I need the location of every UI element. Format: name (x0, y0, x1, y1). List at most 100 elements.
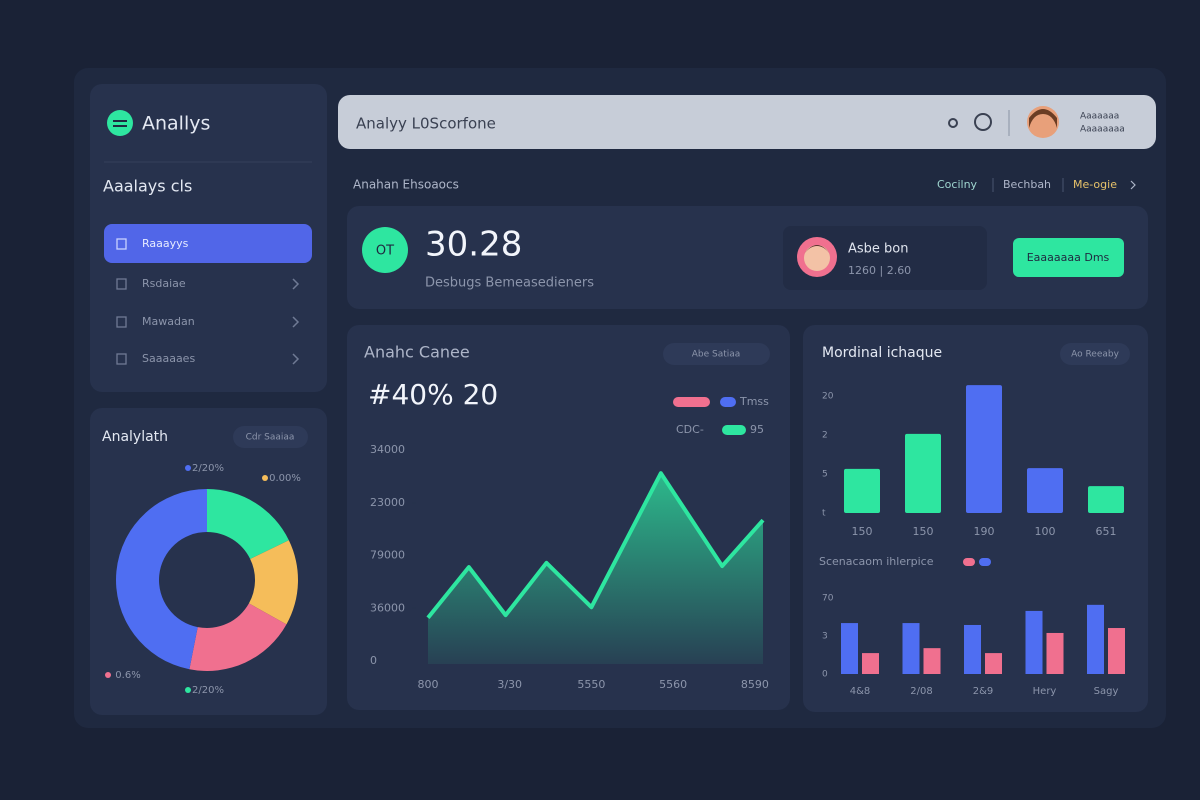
y-tick-label: 34000 (370, 443, 405, 456)
callout-label: 2/20% (192, 463, 224, 474)
nav-icon[interactable] (116, 278, 127, 290)
card-title: Mordinal ichaque (822, 345, 942, 361)
donut-segment (116, 489, 207, 670)
profile-name: Asbe bon (848, 242, 909, 257)
callout-dot (185, 687, 191, 693)
headline: #40% 20 (368, 378, 498, 411)
x-tick-label: Hery (1033, 686, 1057, 697)
page-title: Anahan Ehsoaocs (353, 178, 459, 192)
x-tick-label: 100 (1035, 525, 1056, 538)
y-tick-label: 0 (822, 670, 828, 680)
bar (902, 623, 920, 674)
breadcrumb-link[interactable]: Cocilny (937, 178, 978, 191)
donut-segment (207, 489, 289, 560)
x-tick-label: 190 (974, 525, 995, 538)
bar (841, 623, 858, 674)
bar (1088, 486, 1124, 513)
x-tick-label: 651 (1096, 525, 1117, 538)
profile-hair (804, 245, 830, 254)
filter-pill[interactable] (233, 426, 308, 448)
avatar-hair (1029, 109, 1057, 128)
search-bar[interactable] (338, 95, 1156, 149)
nav-item[interactable]: Rsdaiae (142, 277, 186, 290)
bar (1027, 468, 1063, 513)
legend-label: 95 (750, 423, 764, 436)
x-tick-label: 5550 (577, 678, 605, 691)
kpi-badge (362, 227, 408, 273)
profile-stats: 1260 | 2.60 (848, 264, 911, 277)
bar (844, 468, 880, 513)
user-name: Aaaaaaa (1080, 112, 1119, 122)
filter-label[interactable]: Abe Satiaa (692, 350, 741, 360)
x-tick-label: 5560 (659, 678, 687, 691)
y-tick-label: 0 (370, 654, 377, 667)
chevron[interactable] (292, 353, 300, 365)
callout-label: 0.6% (115, 670, 140, 681)
bar (1046, 632, 1064, 674)
x-tick-label: 150 (913, 525, 934, 538)
nav-item[interactable]: Saaaaaes (142, 352, 195, 365)
search-text[interactable]: Analyy L0Scorfone (356, 115, 496, 133)
callout-dot (185, 465, 191, 471)
nav-icon[interactable] (116, 316, 127, 328)
legend-pill (979, 558, 991, 566)
bar (1087, 604, 1104, 674)
filter-label[interactable]: Cdr Saaiaa (246, 433, 295, 443)
legend-label: Tmss (739, 395, 769, 408)
filter-pill[interactable] (1060, 343, 1130, 365)
chevron[interactable] (1130, 180, 1136, 190)
x-tick-label: 800 (418, 678, 439, 691)
section-title: Aaalays cls (103, 177, 192, 196)
callout-dot (105, 672, 111, 678)
nav-item[interactable]: Raaayys (142, 237, 189, 250)
card-title: Analylath (102, 429, 168, 445)
icon[interactable] (948, 118, 958, 128)
logo-text: Anallys (142, 113, 210, 135)
y-tick-label: 36000 (370, 601, 405, 614)
bar (1025, 610, 1043, 674)
bar (1108, 628, 1125, 674)
profile-face (804, 245, 830, 271)
bar-card (803, 325, 1148, 712)
breadcrumb-link[interactable]: Me-ogie (1073, 178, 1117, 191)
bar (964, 624, 981, 674)
logo-icon (107, 110, 133, 136)
bar (966, 385, 1002, 513)
action-button[interactable] (1013, 238, 1124, 277)
legend-pill (673, 397, 710, 407)
search-icon[interactable] (974, 113, 992, 131)
donut-segment (248, 540, 298, 625)
y-tick-label: 20 (822, 392, 834, 402)
y-tick-label: 2 (822, 431, 828, 441)
button-label[interactable]: Eaaaaaaa Dms (1027, 251, 1110, 264)
chevron[interactable] (292, 278, 300, 290)
nav-icon[interactable] (116, 238, 127, 250)
breadcrumb-link[interactable]: Bechbah (1003, 178, 1051, 191)
x-tick-label: 2&9 (973, 686, 994, 697)
chevron[interactable] (292, 316, 300, 328)
x-tick-label: Sagy (1094, 686, 1119, 697)
callout-dot (262, 475, 268, 481)
callout-label: 2/20% (192, 685, 224, 696)
filter-pill[interactable] (663, 343, 770, 365)
kpi-value: 30.28 (425, 225, 522, 265)
card-title: Anahc Canee (364, 343, 470, 362)
y-tick-label: 79000 (370, 549, 405, 562)
nav-icon[interactable] (116, 353, 127, 365)
line (426, 471, 765, 620)
logo-glyph (113, 120, 127, 127)
nav-active-bg[interactable] (104, 224, 312, 263)
user-role: Aaaaaaaa (1080, 125, 1125, 135)
callout-label: 0.00% (269, 473, 301, 484)
donut-segment (189, 603, 287, 671)
y-tick-label: 3 (822, 632, 828, 642)
chart-title: Scenacaom ihlerpice (819, 555, 934, 568)
filter-label[interactable]: Ao Reeaby (1071, 350, 1120, 360)
legend-label: CDC- (676, 423, 704, 436)
x-tick-label: 2/08 (910, 686, 932, 697)
bar (905, 433, 941, 513)
x-tick-label: 150 (852, 525, 873, 538)
nav-item[interactable]: Mawadan (142, 315, 195, 328)
bar (985, 653, 1002, 674)
kpi-subtitle: Desbugs Bemeasedieners (425, 276, 594, 291)
